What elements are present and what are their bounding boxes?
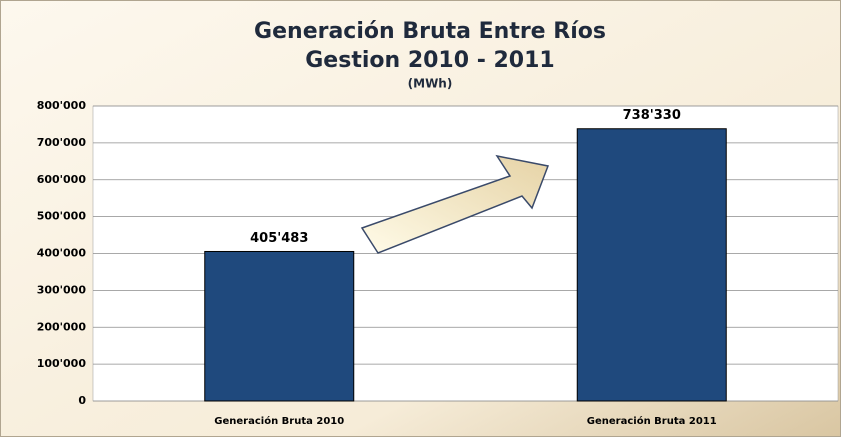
y-tick-label: 600'000 <box>37 173 87 186</box>
y-tick-label: 800'000 <box>37 99 87 112</box>
y-tick-label: 500'000 <box>37 210 87 223</box>
chart-subtitle: Gestion 2010 - 2011 <box>305 48 554 73</box>
y-tick-label: 400'000 <box>37 247 87 260</box>
value-label: 738'330 <box>623 108 681 123</box>
x-tick-label: Generación Bruta 2010 <box>214 415 344 427</box>
value-label: 405'483 <box>250 231 308 246</box>
chart-title: Generación Bruta Entre Ríos <box>254 19 606 44</box>
bar <box>204 250 355 402</box>
x-tick-label: Generación Bruta 2011 <box>587 415 717 427</box>
y-tick-label: 700'000 <box>37 136 87 149</box>
y-tick-label: 0 <box>78 394 86 407</box>
bar <box>576 128 727 402</box>
unit-label: (MWh) <box>408 77 453 91</box>
y-tick-label: 200'000 <box>37 320 87 333</box>
y-tick-label: 300'000 <box>37 283 87 296</box>
arrow <box>360 154 550 254</box>
y-tick-label: 100'000 <box>37 357 87 370</box>
